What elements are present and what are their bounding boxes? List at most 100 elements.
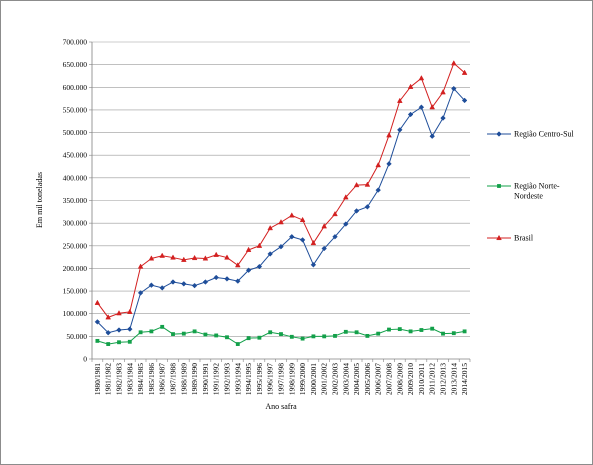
data-point	[418, 104, 425, 110]
data-point	[148, 255, 155, 261]
x-tick-label: 2012/2013	[439, 363, 448, 395]
data-point	[278, 243, 284, 250]
data-point	[159, 285, 165, 291]
x-axis-ticks: 1980/1981 1981/1982 1982/1983 1983/1984 1984…	[91, 359, 471, 395]
data-point	[234, 262, 241, 268]
x-tick-label: 1997/1998	[277, 363, 286, 395]
data-point	[159, 252, 166, 258]
x-tick-label: 1983/1984	[125, 363, 134, 395]
data-point	[440, 89, 446, 95]
x-tick-label: 1985/1986	[147, 363, 156, 395]
data-point	[299, 237, 306, 243]
data-point	[225, 335, 229, 340]
data-point	[224, 254, 230, 260]
data-point	[407, 83, 414, 89]
data-point	[191, 254, 198, 261]
data-point	[288, 212, 295, 218]
y-axis-ticks: 0 50.000 100.000 150.000 200.000 250.000 300.0…	[63, 38, 92, 364]
data-point	[105, 314, 112, 320]
data-point	[213, 274, 219, 281]
data-point	[333, 333, 337, 338]
data-point	[407, 111, 414, 118]
data-point	[126, 308, 133, 314]
data-point	[397, 127, 403, 133]
data-point	[496, 234, 502, 241]
data-point	[429, 133, 435, 139]
data-point	[396, 97, 403, 103]
data-point	[451, 331, 456, 336]
data-point	[105, 329, 111, 336]
data-point	[278, 219, 284, 225]
x-tick-label: 1994/1995	[244, 363, 253, 395]
x-tick-label: 2011/2012	[428, 363, 437, 395]
data-point	[364, 181, 371, 187]
data-point	[160, 324, 165, 329]
x-tick-label: 2002/2003	[331, 363, 340, 395]
data-point	[203, 332, 208, 337]
y-tick-label: 500.000	[63, 128, 88, 137]
x-tick-label: 2007/2008	[385, 363, 394, 395]
series-centro-sul	[94, 85, 468, 336]
data-point	[451, 85, 457, 92]
x-tick-label: 2014/2015	[460, 363, 469, 395]
data-point	[386, 132, 392, 138]
legend-label: Brasil	[514, 234, 534, 243]
data-point	[461, 97, 468, 104]
data-point	[148, 282, 155, 288]
data-point	[461, 69, 468, 75]
data-point	[321, 223, 328, 229]
data-point	[343, 329, 348, 334]
y-tick-label: 700.000	[63, 38, 88, 47]
data-point	[450, 60, 457, 66]
data-point	[289, 334, 294, 339]
x-tick-label: 1991/1992	[212, 363, 221, 395]
data-point	[214, 333, 219, 338]
x-tick-label: 1984/1985	[136, 363, 145, 395]
data-point	[127, 326, 133, 332]
data-point	[245, 246, 252, 252]
legend-label: Região Centro-Sul	[514, 130, 575, 139]
data-point	[137, 290, 144, 296]
y-tick-label: 550.000	[63, 105, 88, 114]
y-tick-label: 200.000	[63, 264, 88, 273]
data-point	[116, 327, 122, 333]
data-point	[106, 342, 111, 346]
data-point	[202, 279, 209, 285]
data-point	[149, 329, 154, 334]
data-point	[246, 336, 251, 341]
data-point	[224, 276, 230, 282]
data-point	[343, 221, 349, 227]
x-axis-title: Ano safra	[265, 402, 297, 411]
y-tick-label: 400.000	[63, 173, 88, 182]
data-point	[127, 339, 132, 344]
data-point	[299, 216, 306, 223]
data-point	[170, 279, 176, 285]
y-tick-label: 300.000	[63, 219, 88, 228]
x-tick-label: 1998/1999	[287, 363, 296, 395]
x-tick-label: 2008/2009	[395, 363, 404, 395]
data-point	[408, 329, 413, 334]
data-point	[365, 333, 370, 338]
y-tick-label: 100.000	[63, 309, 88, 318]
y-tick-label: 250.000	[63, 241, 88, 250]
data-point	[354, 330, 359, 335]
legend-item-norte-nordeste: Região Norte-Nordeste	[487, 182, 560, 201]
data-point	[497, 184, 501, 188]
data-point	[332, 233, 338, 240]
x-tick-label: 1989/1990	[190, 363, 199, 395]
x-tick-label: 1992/1993	[223, 363, 232, 395]
x-tick-label: 2010/2011	[417, 363, 426, 395]
data-point	[192, 329, 197, 334]
series-layer	[94, 60, 468, 346]
data-point	[289, 233, 295, 240]
x-tick-label: 1986/1987	[158, 363, 167, 395]
data-point	[310, 262, 317, 268]
x-tick-label: 2006/2007	[374, 363, 383, 395]
data-point	[332, 210, 338, 217]
x-tick-label: 1996/1997	[266, 363, 275, 395]
data-point	[364, 204, 371, 210]
data-point	[375, 187, 381, 193]
data-point	[418, 75, 425, 81]
y-tick-label: 0	[83, 355, 87, 364]
